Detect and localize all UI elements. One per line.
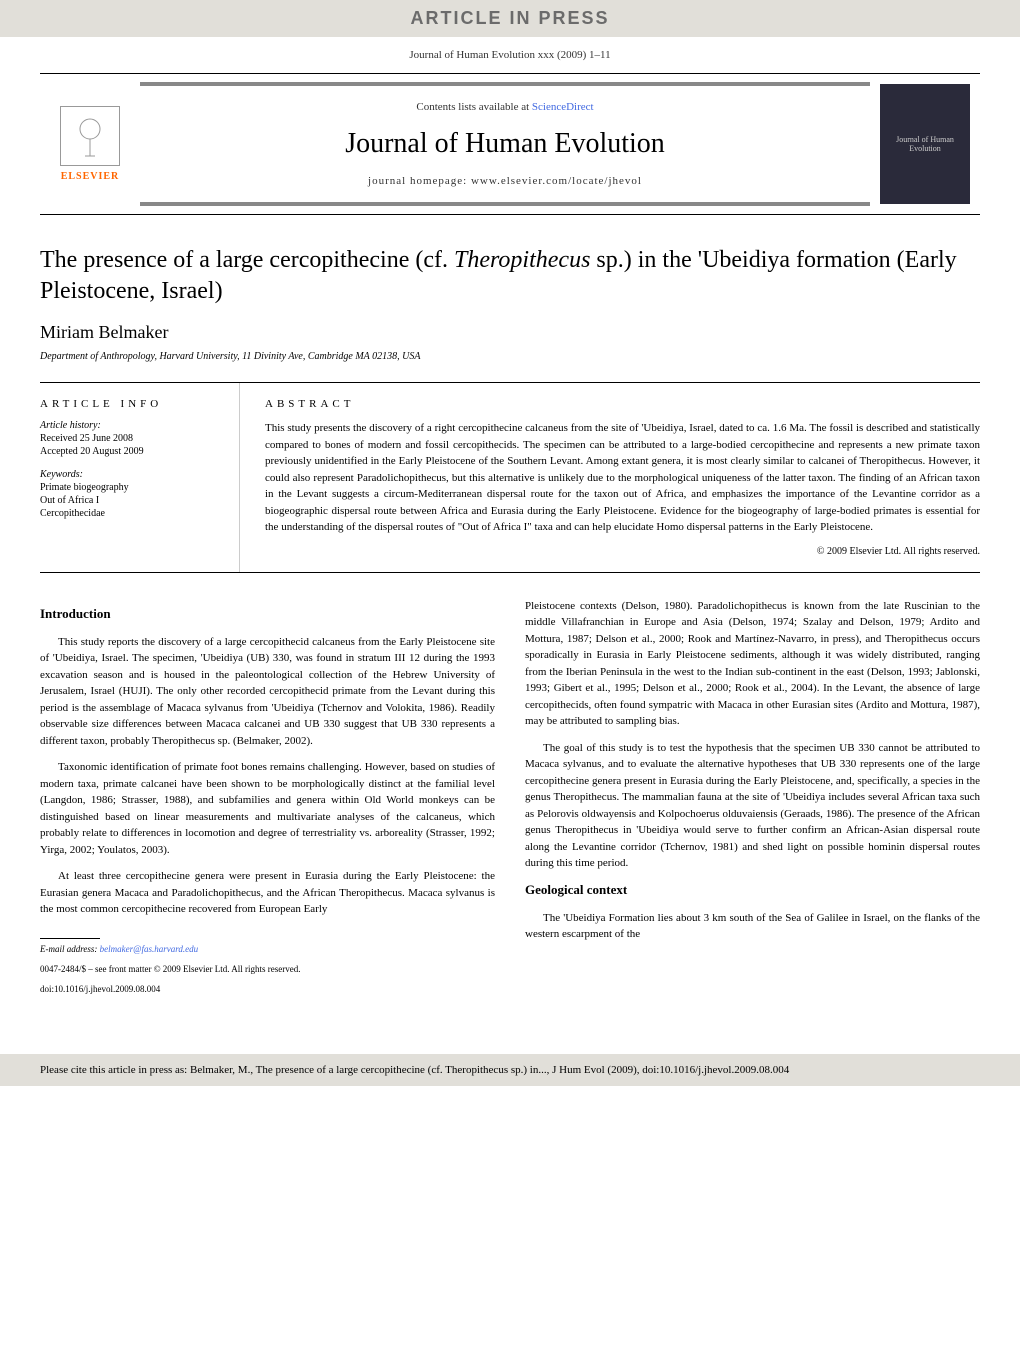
intro-paragraph-2: Taxonomic identification of primate foot… (40, 759, 495, 858)
geological-heading: Geological context (525, 882, 980, 898)
elsevier-tree-icon (60, 106, 120, 166)
introduction-heading: Introduction (40, 606, 495, 622)
contents-prefix: Contents lists available at (416, 101, 531, 113)
elsevier-logo: ELSEVIER (40, 74, 140, 214)
article-title: The presence of a large cercopithecine (… (40, 245, 980, 307)
sciencedirect-link[interactable]: ScienceDirect (532, 101, 594, 113)
front-matter-legal: 0047-2484/$ – see front matter © 2009 El… (40, 964, 495, 974)
article-info-header: ARTICLE INFO (40, 398, 224, 410)
info-abstract-row: ARTICLE INFO Article history: Received 2… (40, 382, 980, 573)
intro-paragraph-1: This study reports the discovery of a la… (40, 634, 495, 750)
article-info-sidebar: ARTICLE INFO Article history: Received 2… (40, 383, 240, 572)
intro-paragraph-5: The goal of this study is to test the hy… (525, 740, 980, 872)
author-email-link[interactable]: belmaker@fas.harvard.edu (100, 944, 198, 954)
article-content: The presence of a large cercopithecine (… (0, 215, 1020, 1024)
abstract-header: ABSTRACT (265, 398, 980, 410)
author-name: Miriam Belmaker (40, 322, 980, 343)
title-italic-species: Theropithecus (454, 247, 590, 273)
article-history-label: Article history: (40, 420, 224, 431)
journal-cover-thumbnail: Journal of Human Evolution (880, 84, 970, 204)
keyword-3: Cercopithecidae (40, 508, 224, 519)
keywords-label: Keywords: (40, 469, 224, 480)
intro-paragraph-3: At least three cercopithecine genera wer… (40, 868, 495, 918)
doi-text: doi:10.1016/j.jhevol.2009.08.004 (40, 984, 495, 994)
right-column: Pleistocene contexts (Delson, 1980). Par… (525, 598, 980, 994)
abstract-section: ABSTRACT This study presents the discove… (240, 383, 980, 572)
left-column: Introduction This study reports the disc… (40, 598, 495, 994)
citation-footer-box: Please cite this article in press as: Be… (0, 1054, 1020, 1086)
abstract-text: This study presents the discovery of a r… (265, 420, 980, 536)
footnote-divider (40, 938, 100, 939)
contents-available-line: Contents lists available at ScienceDirec… (155, 101, 855, 113)
intro-paragraph-4: Pleistocene contexts (Delson, 1980). Par… (525, 598, 980, 730)
journal-header: ELSEVIER Contents lists available at Sci… (40, 73, 980, 215)
received-date: Received 25 June 2008 (40, 433, 224, 444)
journal-title-section: Contents lists available at ScienceDirec… (140, 82, 870, 206)
author-affiliation: Department of Anthropology, Harvard Univ… (40, 351, 980, 362)
two-column-layout: Introduction This study reports the disc… (40, 598, 980, 994)
email-label: E-mail address: (40, 944, 97, 954)
journal-citation-info: Journal of Human Evolution xxx (2009) 1–… (0, 37, 1020, 73)
article-in-press-banner: ARTICLE IN PRESS (0, 0, 1020, 37)
geological-paragraph-1: The 'Ubeidiya Formation lies about 3 km … (525, 910, 980, 943)
abstract-copyright: © 2009 Elsevier Ltd. All rights reserved… (265, 546, 980, 557)
keyword-1: Primate biogeography (40, 482, 224, 493)
elsevier-brand-text: ELSEVIER (61, 171, 120, 182)
journal-name: Journal of Human Evolution (155, 128, 855, 160)
accepted-date: Accepted 20 August 2009 (40, 446, 224, 457)
title-part1: The presence of a large cercopithecine (… (40, 247, 454, 273)
journal-homepage-text: journal homepage: www.elsevier.com/locat… (155, 175, 855, 187)
email-footnote: E-mail address: belmaker@fas.harvard.edu (40, 944, 495, 954)
keyword-2: Out of Africa I (40, 495, 224, 506)
